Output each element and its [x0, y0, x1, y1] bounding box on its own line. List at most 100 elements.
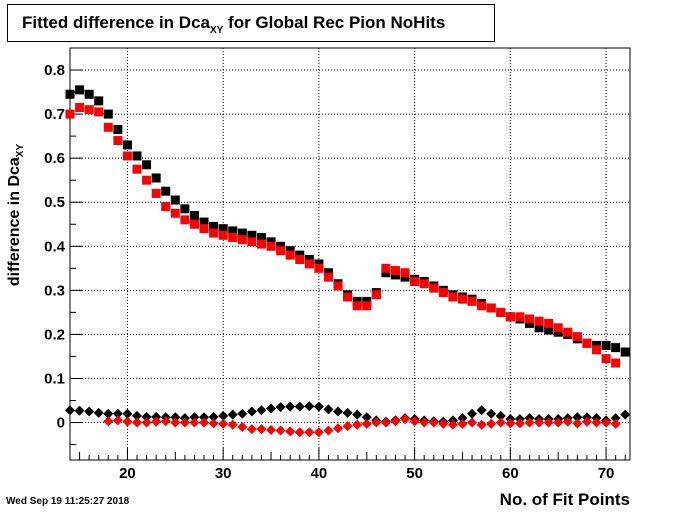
data-point-diamond-2	[65, 405, 75, 416]
data-point-diamond-3	[581, 416, 592, 427]
data-point-square-1	[457, 294, 467, 304]
data-point-diamond-2	[486, 408, 497, 419]
data-point-diamond-3	[151, 416, 162, 427]
data-point-square-1	[438, 288, 448, 298]
data-point-diamond-2	[122, 408, 133, 419]
data-point-diamond-2	[285, 401, 296, 412]
data-point-square-1	[228, 232, 238, 242]
data-point-square-1	[247, 237, 257, 247]
data-point-diamond-2	[199, 412, 210, 423]
data-point-square-1	[333, 281, 343, 291]
data-point-diamond-3	[534, 417, 545, 428]
data-point-diamond-3	[199, 417, 210, 428]
y-tick-label: 0.1	[44, 370, 65, 387]
data-point-square-1	[381, 263, 391, 273]
data-point-square-1	[209, 228, 219, 238]
data-point-square-1	[151, 188, 161, 198]
data-point-square-1	[161, 202, 171, 212]
data-point-square-1	[218, 230, 228, 240]
data-point-diamond-3	[256, 424, 267, 435]
data-point-diamond-2	[333, 406, 344, 417]
plot-frame	[69, 47, 631, 461]
data-point-diamond-3	[352, 419, 363, 430]
data-point-diamond-3	[189, 417, 200, 428]
x-tick-label: 40	[311, 465, 328, 482]
data-point-square-1	[256, 239, 266, 249]
data-point-diamond-3	[419, 417, 430, 428]
data-point-diamond-2	[323, 404, 334, 415]
data-point-diamond-2	[304, 401, 315, 412]
data-point-diamond-2	[208, 411, 219, 422]
data-point-diamond-2	[141, 411, 152, 422]
data-point-square-0	[103, 109, 113, 119]
data-point-diamond-2	[495, 410, 506, 421]
data-point-square-1	[591, 345, 601, 355]
data-point-square-1	[601, 354, 611, 364]
data-point-square-1	[75, 102, 85, 112]
data-point-diamond-3	[505, 418, 516, 429]
data-point-square-1	[132, 164, 142, 174]
data-point-diamond-2	[476, 405, 487, 416]
data-point-diamond-3	[141, 417, 152, 428]
data-point-square-1	[84, 105, 94, 115]
data-point-diamond-3	[400, 414, 411, 425]
data-point-diamond-2	[361, 412, 372, 423]
data-point-square-1	[343, 292, 353, 302]
data-point-square-1	[295, 255, 305, 265]
data-point-diamond-3	[428, 417, 439, 428]
data-point-square-1	[534, 316, 544, 326]
data-point-square-0	[142, 160, 152, 170]
y-tick-label: 0.4	[44, 238, 66, 255]
data-point-square-0	[189, 210, 199, 220]
data-point-square-1	[515, 312, 525, 322]
data-point-square-0	[237, 228, 247, 238]
data-point-diamond-3	[390, 416, 401, 427]
y-tick-label: 0.7	[44, 106, 65, 123]
data-point-diamond-2	[189, 412, 200, 423]
data-point-square-1	[142, 175, 152, 185]
data-point-square-1	[237, 235, 247, 245]
data-point-square-1	[611, 358, 621, 368]
data-point-square-1	[410, 277, 420, 287]
data-point-square-0	[247, 230, 257, 240]
data-point-diamond-3	[227, 419, 238, 430]
data-point-square-1	[266, 241, 276, 251]
data-point-diamond-3	[333, 423, 344, 434]
data-point-square-1	[486, 303, 496, 313]
x-tick-label: 70	[598, 465, 615, 482]
data-point-square-1	[304, 259, 314, 269]
data-point-diamond-3	[447, 419, 458, 430]
data-point-square-0	[113, 125, 123, 135]
data-point-diamond-2	[112, 408, 123, 419]
data-point-square-1	[103, 122, 113, 132]
data-point-diamond-3	[294, 427, 305, 438]
data-point-diamond-3	[237, 421, 248, 432]
data-point-square-0	[151, 173, 161, 183]
x-tick-label: 60	[502, 465, 519, 482]
chart-title: Fitted difference in DcaXY for Global Re…	[22, 13, 445, 36]
data-point-square-1	[113, 136, 123, 146]
data-point-diamond-3	[342, 421, 353, 432]
data-point-square-0	[65, 89, 75, 99]
data-point-diamond-3	[103, 416, 114, 427]
data-point-square-0	[75, 85, 85, 95]
data-point-diamond-3	[572, 418, 583, 429]
data-point-diamond-3	[275, 425, 286, 436]
data-point-diamond-3	[246, 424, 257, 435]
data-point-diamond-3	[285, 426, 296, 437]
data-point-diamond-2	[610, 413, 621, 424]
data-point-square-1	[524, 314, 534, 324]
data-point-diamond-3	[610, 418, 621, 429]
data-point-diamond-2	[313, 401, 324, 412]
data-point-square-0	[544, 325, 554, 335]
data-point-diamond-2	[74, 405, 85, 416]
data-point-square-0	[84, 89, 94, 99]
data-point-diamond-3	[208, 418, 219, 429]
data-point-diamond-2	[246, 406, 257, 417]
x-tick-label: 50	[406, 465, 423, 482]
data-point-square-1	[496, 307, 506, 317]
data-point-diamond-3	[371, 417, 382, 428]
data-point-diamond-3	[467, 417, 478, 428]
data-point-diamond-3	[179, 417, 190, 428]
